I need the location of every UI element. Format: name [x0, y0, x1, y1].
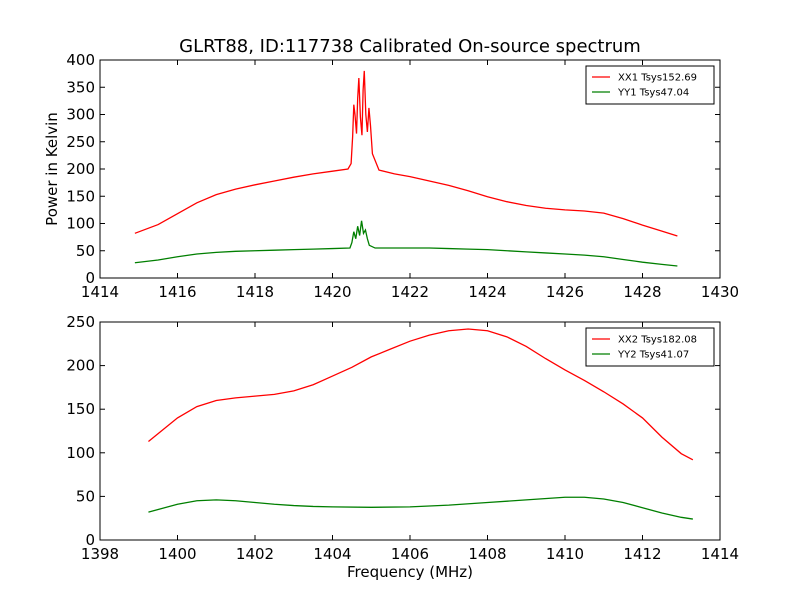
y-axis-label: Power in Kelvin — [43, 112, 61, 226]
y-tick-label: 150 — [66, 400, 95, 418]
x-tick-label: 1398 — [81, 545, 119, 563]
x-tick-label: 1426 — [546, 283, 584, 301]
y-tick-label: 50 — [76, 487, 95, 505]
series-line-1 — [148, 328, 694, 461]
x-tick-label: 1428 — [623, 283, 661, 301]
chart-title: GLRT88, ID:117738 Calibrated On-source s… — [179, 36, 641, 57]
x-axis-label: Frequency (MHz) — [347, 563, 473, 581]
x-tick-label: 1412 — [623, 545, 661, 563]
y-tick-label: 250 — [66, 133, 95, 151]
y-tick-label: 0 — [85, 531, 95, 549]
y-tick-label: 300 — [66, 106, 95, 124]
x-tick-label: 1430 — [701, 283, 739, 301]
series-line-2 — [134, 220, 678, 267]
y-tick-label: 350 — [66, 78, 95, 96]
x-tick-label: 1420 — [313, 283, 351, 301]
y-tick-label: 100 — [66, 444, 95, 462]
y-tick-label: 150 — [66, 187, 95, 205]
legend-entry-label: XX2 Tsys182.08 — [618, 335, 697, 346]
x-tick-label: 1414 — [701, 545, 739, 563]
top-spectrum-panel: 1414 1416 1418 1420 1422 1424 1426 1428 1430 0 50 1… — [43, 51, 739, 301]
x-tick-label: 1400 — [158, 545, 196, 563]
series-line-2 — [148, 496, 693, 520]
x-tick-label: 1422 — [391, 283, 429, 301]
y-tick-label: 400 — [66, 51, 95, 69]
x-tick-label: 1404 — [313, 545, 351, 563]
x-tick-label: 1408 — [468, 545, 506, 563]
y-tick-label: 50 — [76, 242, 95, 260]
y-tick-label: 200 — [66, 160, 95, 178]
x-tick-label: 1406 — [391, 545, 429, 563]
y-tick-label: 100 — [66, 215, 95, 233]
y-tick-label: 250 — [66, 313, 95, 331]
legend-entry-label: XX1 Tsys152.69 — [618, 73, 697, 84]
y-tick-label: 200 — [66, 357, 95, 375]
series-line-1 — [134, 70, 678, 237]
x-tick-label: 1402 — [236, 545, 274, 563]
x-tick-label: 1410 — [546, 545, 584, 563]
legend: XX2 Tsys182.08 YY2 Tsys41.07 — [585, 327, 715, 367]
legend-entry-label: YY2 Tsys41.07 — [617, 350, 689, 361]
y-tick-label: 0 — [85, 269, 95, 287]
x-tick-label: 1414 — [81, 283, 119, 301]
x-tick-label: 1418 — [236, 283, 274, 301]
legend-entry-label: YY1 Tsys47.04 — [617, 88, 689, 99]
x-tick-label: 1424 — [468, 283, 506, 301]
x-tick-label: 1416 — [158, 283, 196, 301]
bottom-spectrum-panel: 1398 1400 1402 1404 1406 1408 1410 1412 1414 0 50 1… — [66, 313, 739, 581]
legend: XX1 Tsys152.69 YY1 Tsys47.04 — [585, 65, 715, 105]
